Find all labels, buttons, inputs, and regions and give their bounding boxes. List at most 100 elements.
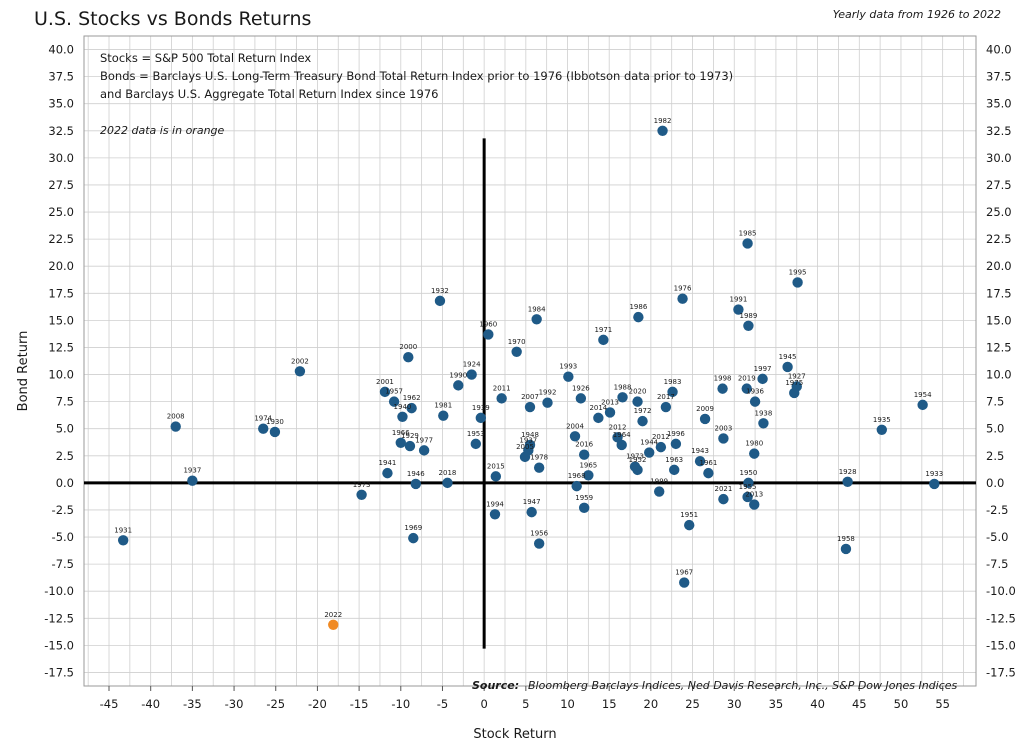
point-year-label: 1948	[521, 431, 539, 439]
y-tick-label-left: -17.5	[44, 665, 74, 679]
data-point	[629, 461, 641, 472]
data-point	[524, 401, 536, 413]
y-tick-label-left: 35.0	[48, 97, 74, 111]
data-point	[475, 412, 487, 424]
point-year-label: 1990	[449, 371, 467, 379]
y-tick-label-right: 32.5	[986, 124, 1012, 138]
x-tick-label: 10	[560, 697, 575, 711]
data-point	[749, 448, 760, 459]
point-year-label: 2011	[493, 384, 511, 392]
grid	[84, 36, 976, 686]
point-year-label: 1937	[519, 436, 537, 444]
point-year-label: 1968	[568, 472, 586, 480]
data-point	[670, 438, 682, 450]
data-point	[379, 386, 391, 398]
point-year-label: 2000	[399, 343, 417, 351]
point-year-label: 1993	[559, 363, 577, 371]
point-year-label: 2021	[714, 485, 732, 493]
data-point	[533, 538, 545, 549]
data-points	[117, 125, 940, 630]
point-year-label: 2008	[167, 413, 185, 421]
point-year-label: 1941	[379, 459, 397, 467]
point-year-label: 1980	[745, 440, 763, 448]
y-tick-label-right: 22.5	[986, 232, 1012, 246]
source-text: Bloomberg Barclays Indices, Ned Davis Re…	[528, 679, 958, 692]
y-tick-label-left: 2.5	[56, 449, 74, 463]
data-point	[470, 438, 482, 450]
data-point	[408, 532, 419, 544]
point-year-label: 1971	[594, 326, 612, 334]
y-tick-label-left: 32.5	[48, 124, 74, 138]
x-axis-label: Stock Return	[473, 727, 556, 742]
data-point	[542, 397, 553, 408]
y-tick-label-right: -10.0	[986, 584, 1016, 598]
x-tick-label: 40	[810, 697, 825, 711]
data-point	[782, 361, 793, 373]
point-year-label: 2004	[566, 422, 584, 430]
point-year-label: 1997	[754, 365, 772, 373]
point-year-label: 1955	[739, 483, 757, 491]
data-point	[741, 383, 752, 394]
x-tick-label: 20	[644, 697, 659, 711]
point-year-label: 1962	[403, 394, 421, 402]
point-year-label: 1973	[353, 481, 371, 489]
data-point	[170, 421, 181, 432]
point-year-label: 1999	[650, 478, 668, 486]
point-year-label: 2018	[439, 469, 457, 477]
y-tick-label-right: 37.5	[986, 70, 1012, 84]
point-year-label: 1960	[479, 320, 497, 328]
data-point	[749, 396, 761, 407]
x-tick-label: 0	[480, 697, 487, 711]
point-year-label: 2003	[714, 424, 732, 432]
data-point	[792, 277, 803, 288]
point-year-label: 2014	[589, 404, 607, 412]
data-point	[269, 426, 281, 438]
x-tick-label: -5	[437, 697, 448, 711]
y-tick-label-left: -10.0	[44, 584, 74, 598]
x-tick-label: 35	[769, 697, 784, 711]
y-tick-label-right: -15.0	[986, 638, 1016, 652]
y-axis-label: Bond Return	[16, 331, 31, 412]
y-tick-label-right: -7.5	[986, 557, 1008, 571]
x-tick-label: -35	[183, 697, 202, 711]
y-tick-label-left: 20.0	[48, 259, 74, 273]
point-year-label: 1946	[407, 470, 425, 478]
point-year-label: 2005	[516, 443, 534, 451]
data-point	[489, 509, 501, 520]
y-tick-label-right: 40.0	[986, 43, 1012, 57]
data-point	[612, 432, 623, 443]
data-point	[187, 475, 198, 486]
data-point	[749, 499, 760, 510]
point-year-label: 1959	[575, 494, 593, 502]
point-year-label: 1975	[785, 379, 803, 387]
y-tick-label-left: 27.5	[48, 178, 74, 192]
point-year-label: 2009	[696, 405, 714, 413]
note-line-3: and Barclays U.S. Aggregate Total Return…	[100, 87, 438, 101]
data-point	[929, 478, 940, 490]
data-point	[395, 437, 406, 448]
point-year-label: 1984	[528, 305, 546, 313]
y-tick-label-right: 7.5	[986, 395, 1004, 409]
data-point	[453, 380, 464, 391]
y-tick-label-left: 7.5	[56, 395, 74, 409]
data-point	[840, 543, 852, 555]
data-point	[483, 329, 494, 340]
data-point	[519, 451, 531, 463]
y-tick-label-left: 5.0	[56, 422, 74, 436]
point-year-label: 1966	[392, 429, 410, 437]
data-point	[578, 502, 590, 513]
x-tick-label: 50	[894, 697, 909, 711]
x-tick-label: -20	[308, 697, 327, 711]
data-point	[655, 441, 667, 453]
data-point	[684, 519, 695, 531]
data-point	[718, 493, 729, 505]
data-point	[743, 477, 754, 489]
y-tick-label-left: 17.5	[48, 286, 74, 300]
data-point	[598, 334, 609, 346]
data-point	[694, 456, 706, 467]
data-point	[742, 491, 753, 503]
data-point	[397, 411, 408, 422]
data-point	[404, 440, 416, 452]
note-line-1: Stocks = S&P 500 Total Return Index	[100, 51, 311, 65]
note-line-2: Bonds = Barclays U.S. Long-Term Treasury…	[100, 69, 733, 83]
